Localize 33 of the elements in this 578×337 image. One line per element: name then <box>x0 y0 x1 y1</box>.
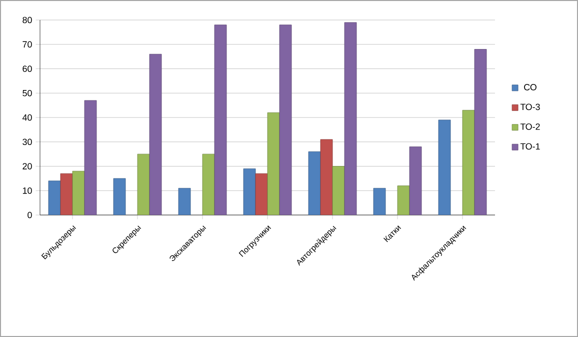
bar <box>149 54 162 215</box>
bar <box>279 24 292 215</box>
legend-label: ТО-3 <box>520 104 540 110</box>
bar <box>474 49 487 215</box>
y-tick-label: 50 <box>22 90 32 96</box>
legend-label: ТО-2 <box>520 123 540 130</box>
bar <box>72 170 85 215</box>
legend-label: СО <box>524 84 536 90</box>
bar <box>332 166 345 215</box>
bar <box>462 110 475 215</box>
bar <box>137 154 150 215</box>
y-tick-label: 30 <box>22 138 32 146</box>
bar <box>48 180 61 215</box>
y-tick-label: 70 <box>22 41 32 48</box>
legend-label: ТО-1 <box>520 143 540 150</box>
y-tick-label: 20 <box>22 163 32 170</box>
bar <box>84 100 97 215</box>
bar <box>60 173 73 215</box>
y-tick-label: 40 <box>22 114 32 121</box>
y-tick-label: 10 <box>22 187 32 194</box>
bar <box>344 22 357 215</box>
y-tick-label: 80 <box>22 16 32 24</box>
bar <box>320 139 333 215</box>
bar <box>267 112 280 215</box>
bar <box>202 154 215 215</box>
bar <box>243 168 256 215</box>
bar <box>214 24 227 215</box>
y-tick-label: 0 <box>28 212 32 218</box>
y-tick-label: 60 <box>22 66 32 72</box>
bar <box>409 146 422 215</box>
bar <box>438 120 451 215</box>
bar <box>308 151 321 215</box>
bar <box>255 173 268 215</box>
